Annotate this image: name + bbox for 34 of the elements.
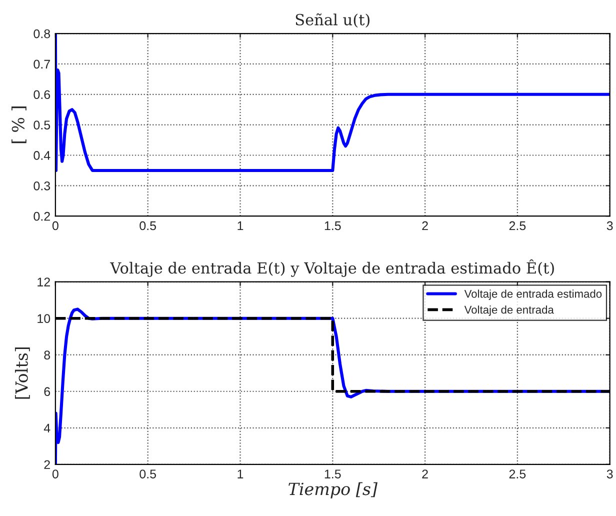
x-tick-label: 0 <box>52 221 58 230</box>
x-tick-label: 0 <box>52 470 58 478</box>
x-tick-label: 2 <box>422 221 428 230</box>
x-axis-title: Tiempo [s] <box>288 482 378 498</box>
x-tick-label: 2.5 <box>509 470 526 478</box>
x-tick-label: 1.5 <box>324 221 341 230</box>
x-tick-label: 1 <box>238 470 244 478</box>
chart-title: Voltaje de entrada E(t) y Voltaje de entrada estimado Ê(t) <box>110 259 554 277</box>
x-tick-label: 0.5 <box>140 221 156 230</box>
legend-label: Voltaje de entrada <box>464 306 554 316</box>
y-tick-label: 0.2 <box>34 212 50 221</box>
y-axis-title: [ % ] <box>12 106 26 144</box>
x-tick-label: 3 <box>606 221 613 230</box>
y-tick-label: 0.8 <box>34 29 50 38</box>
y-tick-label: 8 <box>44 350 50 360</box>
x-tick-label: 1.5 <box>324 470 341 478</box>
y-tick-label: 10 <box>38 314 50 323</box>
y-tick-label: 0.5 <box>34 120 50 130</box>
x-tick-label: 2 <box>422 470 428 478</box>
x-tick-label: 1 <box>238 221 244 230</box>
y-tick-label: 0.6 <box>34 90 50 100</box>
y-tick-label: 4 <box>44 424 50 432</box>
y-tick-label: 12 <box>38 278 50 286</box>
x-tick-label: 0.5 <box>140 470 156 478</box>
legend-label: Voltaje de entrada estimado <box>464 290 602 300</box>
y-tick-label: 0.7 <box>34 60 50 69</box>
y-tick-label: 0.4 <box>34 151 50 160</box>
x-tick-label: 3 <box>606 470 613 478</box>
y-axis-title: [Volts] <box>14 347 30 399</box>
x-tick-label: 2.5 <box>509 221 526 230</box>
chart-title: Señal u(t) <box>296 13 370 28</box>
y-tick-label: 6 <box>44 387 50 396</box>
y-tick-label: 2 <box>44 460 50 469</box>
y-tick-label: 0.3 <box>34 181 50 190</box>
